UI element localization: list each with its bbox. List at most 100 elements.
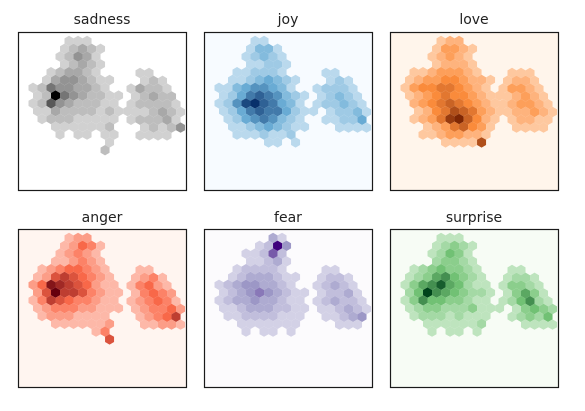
hexbin-cell [326,288,336,299]
hexbin-cell [282,318,292,329]
hexbin-cell [140,91,150,102]
panel-anger: anger [17,210,188,389]
hexbin-cell [405,90,415,101]
hexbin-cell [445,279,455,290]
hexbin-cell [548,303,558,315]
hexbin-cell [153,280,163,291]
hexbin-cell [472,129,482,140]
hexbin-cell [109,113,119,125]
hexbin-cell [525,311,535,322]
hexbin-cell [353,122,363,133]
hexbin-cell [149,303,159,315]
hexbin-cell [459,256,469,267]
hexbin-cell [60,287,70,298]
hexbin-cell [344,91,354,102]
hexbin-cell [46,310,56,322]
hexbin-cell [82,264,92,275]
hexbin-cell [534,280,544,291]
hexbin-cell [432,106,442,117]
hexbin-cell [126,280,136,291]
hexbin-cell [409,113,419,125]
hexbin-cell [498,83,508,94]
hexbin-cell [326,91,336,102]
hexbin-cell [441,287,451,298]
hexbin-cell [264,121,274,132]
hexbin-cell [436,98,446,109]
hexbin-cell [468,106,478,117]
hexbin-cell [432,121,442,132]
hexbin-cell [51,303,61,314]
hexbin-cell [69,303,79,314]
hexbin-cell [344,106,354,118]
hexbin-cell [250,51,260,62]
hexbin-cell [291,106,301,117]
hexbin-cell [507,99,517,110]
hexbin-cell [335,288,345,299]
hexbin-cells-fear [205,230,372,387]
hexbin-cell [530,303,540,315]
hexbin-cell [459,121,469,132]
hexbin-cell [42,90,52,101]
hexbin-cell [237,106,247,117]
hexbin-cell [241,326,251,337]
hexbin-cell [445,264,455,275]
hexbin-cell [414,271,424,283]
plot-frame-fear [203,228,374,389]
hexbin-cell [268,67,278,78]
hexbin-cell [268,279,278,290]
hexbin-cell [525,114,535,125]
hexbin-cell [400,82,410,93]
hexbin-cell [87,43,97,54]
hexbin-cell [91,310,101,322]
hexbin-cell [250,98,260,109]
hexbin-cell [149,106,159,118]
hexbin-cell [516,67,526,79]
hexbin-cell [335,122,345,133]
hexbin-cell [409,295,419,306]
hexbin-cell [348,311,358,322]
hexbin-cell [232,310,242,322]
hexbin-cell [339,280,349,291]
hexbin-cell [223,279,233,290]
hexbin-cell [282,59,292,70]
hexbin-cell [109,98,119,109]
hexbin-cell [140,272,150,283]
hexbin-cell [530,288,540,299]
hexbin-cell [55,248,65,259]
panel-love: love [389,12,560,192]
hexbin-cell [450,59,460,70]
hexbin-cell [498,99,508,110]
hexbin-cell [64,264,74,275]
hexbin-cell [277,129,287,140]
hexbin-cell [300,90,310,101]
hexbin-cell [409,264,419,275]
hexbin-cell [312,296,322,307]
hexbin-cell [512,122,522,133]
hexbin-cell [418,98,428,109]
hexbin-cell [268,232,278,244]
hexbin-cell [105,137,115,148]
hexbin-cell [463,248,473,259]
panel-joy: joy [203,12,374,192]
hexbin-cell [73,295,83,306]
hexbin-cell [87,271,97,283]
hexbin-cell [481,113,491,125]
hexbin-cell [82,310,92,322]
hexbin-cell [295,295,305,306]
hexbin-cell [250,129,260,140]
hexbin-cell [105,90,115,101]
hexbin-cell [486,287,496,298]
hexbin-cell [73,310,83,322]
hexbin-cell [534,114,544,125]
hexbin-cell [326,303,336,315]
hexbin-cell [37,82,47,93]
hexbin-cell [73,51,83,62]
hexbin-cell [468,137,478,148]
hexbin-cell [60,106,70,117]
hexbin-cell [78,240,88,251]
hexbin-cell [486,74,496,86]
hexbin-cell [91,264,101,275]
hexbin-cell [409,310,419,322]
hexbin-cell [246,303,256,314]
hexbin-cell [503,75,513,86]
